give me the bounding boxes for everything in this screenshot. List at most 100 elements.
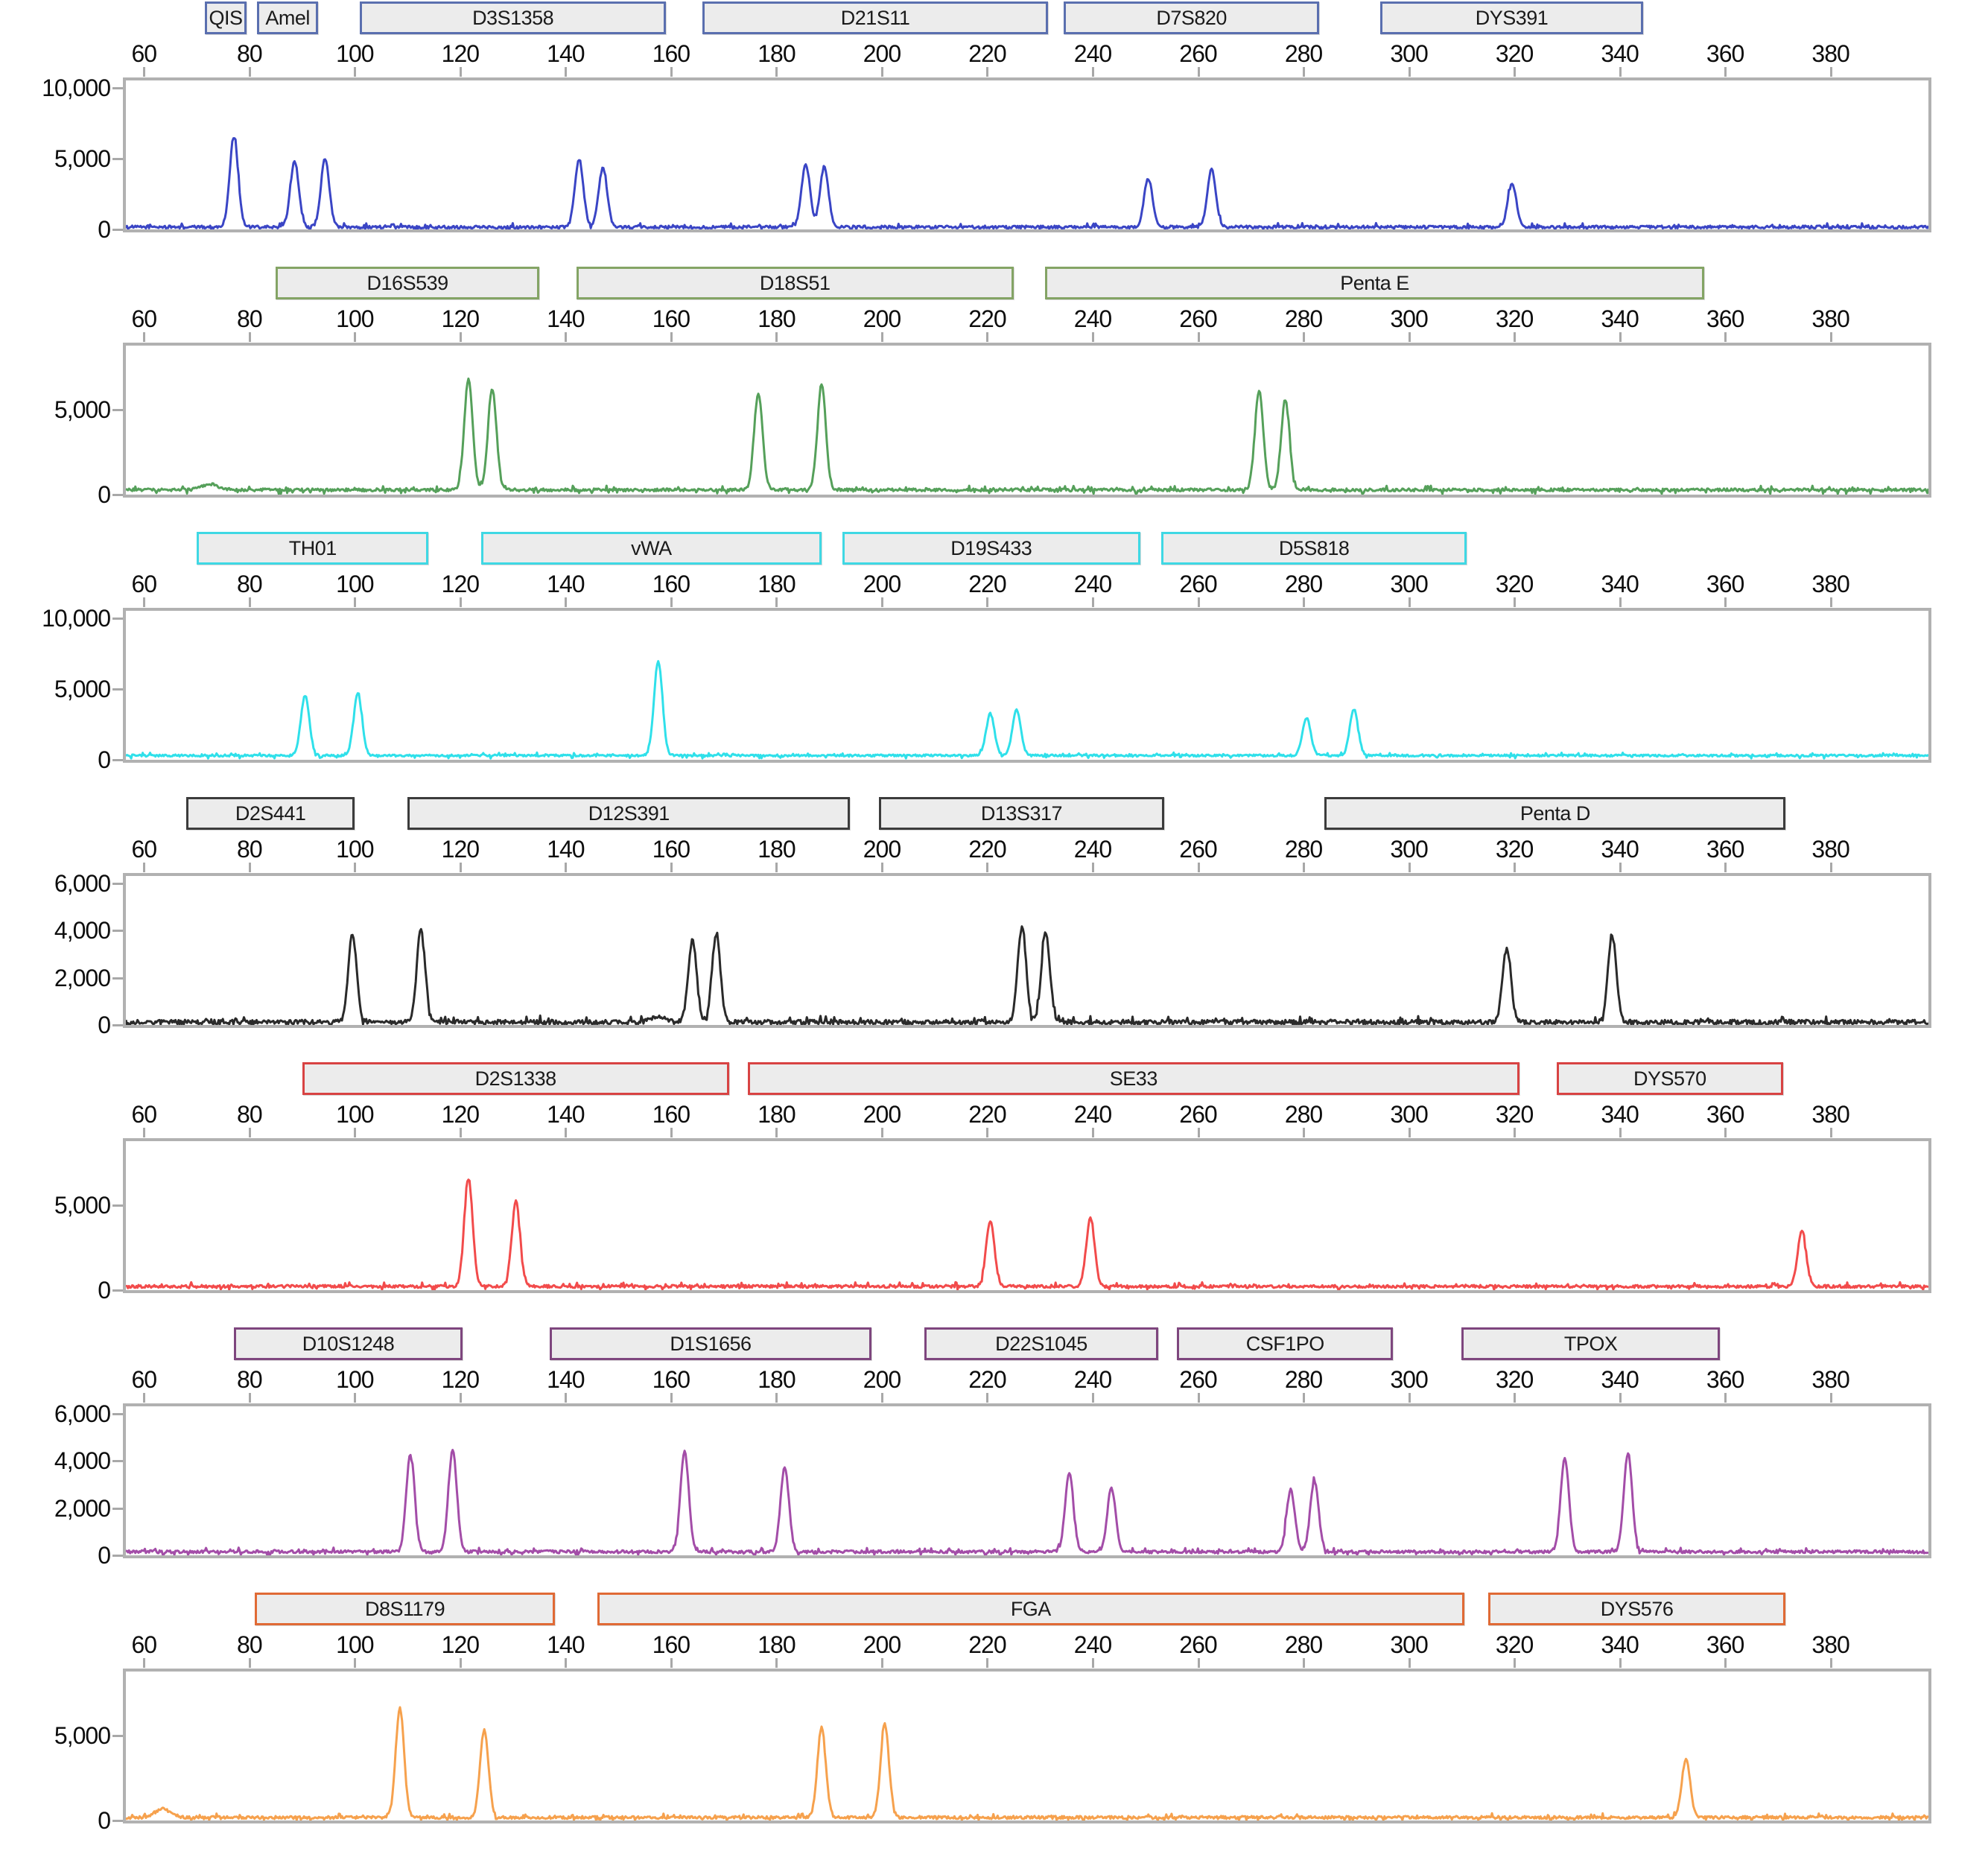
marker-box-D1S1656[interactable]: D1S1656 bbox=[550, 1327, 871, 1360]
marker-label: D3S1358 bbox=[472, 6, 554, 29]
marker-box-Amel[interactable]: Amel bbox=[257, 1, 318, 34]
x-tick-label-260: 260 bbox=[1179, 1631, 1217, 1658]
marker-box-D12S391[interactable]: D12S391 bbox=[407, 797, 851, 830]
x-tick-label-120: 120 bbox=[441, 1101, 480, 1128]
marker-box-D22S1045[interactable]: D22S1045 bbox=[924, 1327, 1159, 1360]
marker-box-FGA[interactable]: FGA bbox=[597, 1593, 1464, 1625]
x-tick-mark-160 bbox=[670, 1393, 673, 1403]
x-tick-mark-180 bbox=[775, 67, 778, 77]
marker-box-SE33[interactable]: SE33 bbox=[747, 1062, 1520, 1095]
x-tick-mark-200 bbox=[880, 863, 883, 872]
marker-box-D3S1358[interactable]: D3S1358 bbox=[360, 1, 666, 34]
trace-cyan bbox=[126, 660, 1928, 760]
x-tick-mark-140 bbox=[565, 1658, 568, 1668]
x-tick-label-180: 180 bbox=[758, 571, 795, 597]
marker-box-D18S51[interactable]: D18S51 bbox=[576, 267, 1014, 299]
x-tick-mark-140 bbox=[565, 67, 568, 77]
y-tick-label-10000: 10,000 bbox=[42, 74, 111, 101]
trace-path-red bbox=[126, 1178, 1928, 1290]
marker-box-Penta-D[interactable]: Penta D bbox=[1324, 797, 1786, 830]
x-tick-label-140: 140 bbox=[547, 836, 585, 863]
marker-box-CSF1PO[interactable]: CSF1PO bbox=[1177, 1327, 1394, 1360]
marker-box-Penta-E[interactable]: Penta E bbox=[1045, 267, 1704, 299]
x-tick-label-220: 220 bbox=[968, 571, 1006, 597]
x-tick-label-140: 140 bbox=[547, 305, 585, 332]
x-tick-label-300: 300 bbox=[1390, 40, 1428, 67]
x-tick-mark-240 bbox=[1091, 863, 1094, 872]
x-tick-label-240: 240 bbox=[1073, 836, 1112, 863]
marker-box-DYS570[interactable]: DYS570 bbox=[1556, 1062, 1783, 1095]
marker-label: Penta E bbox=[1340, 271, 1409, 294]
x-tick-label-300: 300 bbox=[1390, 1631, 1428, 1658]
x-tick-mark-280 bbox=[1303, 863, 1306, 872]
x-tick-label-80: 80 bbox=[237, 571, 263, 597]
x-tick-mark-320 bbox=[1514, 332, 1517, 342]
x-tick-mark-80 bbox=[248, 332, 251, 342]
x-tick-mark-200 bbox=[880, 597, 883, 607]
x-tick-label-80: 80 bbox=[237, 1631, 263, 1658]
x-tick-mark-320 bbox=[1514, 1128, 1517, 1137]
x-tick-label-120: 120 bbox=[441, 305, 480, 332]
x-tick-label-380: 380 bbox=[1811, 40, 1849, 67]
x-tick-mark-120 bbox=[459, 863, 462, 872]
trace-path-purple bbox=[126, 1449, 1928, 1555]
x-tick-label-360: 360 bbox=[1706, 1101, 1744, 1128]
x-tick-mark-100 bbox=[354, 67, 357, 77]
x-tick-label-340: 340 bbox=[1601, 836, 1639, 863]
marker-label: DYS391 bbox=[1475, 6, 1549, 29]
x-tick-label-120: 120 bbox=[441, 571, 480, 597]
x-tick-label-140: 140 bbox=[547, 1366, 585, 1393]
marker-box-TH01[interactable]: TH01 bbox=[197, 532, 429, 565]
marker-box-TPOX[interactable]: TPOX bbox=[1461, 1327, 1721, 1360]
x-tick-label-260: 260 bbox=[1179, 1101, 1217, 1128]
x-tick-mark-200 bbox=[880, 67, 883, 77]
marker-box-vWA[interactable]: vWA bbox=[481, 532, 822, 565]
x-tick-mark-100 bbox=[354, 597, 357, 607]
x-tick-mark-380 bbox=[1829, 67, 1832, 77]
panel-cyan: TH01 vWA D19S433 D5S818 60 80 100 120 140 160 180 2… bbox=[0, 530, 1988, 796]
x-tick-label-120: 120 bbox=[441, 40, 480, 67]
x-tick-label-240: 240 bbox=[1073, 305, 1112, 332]
y-tick-label-0: 0 bbox=[98, 1012, 111, 1038]
marker-box-D16S539[interactable]: D16S539 bbox=[276, 267, 539, 299]
x-tick-label-140: 140 bbox=[547, 571, 585, 597]
marker-box-QIS[interactable]: QIS bbox=[204, 1, 247, 34]
y-tick-mark-5000 bbox=[112, 409, 123, 412]
marker-label: D2S441 bbox=[235, 801, 306, 825]
x-tick-label-200: 200 bbox=[863, 40, 901, 67]
marker-label: D12S391 bbox=[588, 801, 670, 825]
x-tick-mark-380 bbox=[1829, 332, 1832, 342]
x-tick-label-120: 120 bbox=[441, 836, 480, 863]
x-tick-mark-360 bbox=[1724, 597, 1727, 607]
x-tick-label-100: 100 bbox=[336, 40, 374, 67]
x-tick-label-80: 80 bbox=[237, 1366, 263, 1393]
trace-path-black bbox=[126, 925, 1928, 1025]
marker-box-D21S11[interactable]: D21S11 bbox=[702, 1, 1048, 34]
x-tick-label-360: 360 bbox=[1706, 40, 1744, 67]
panel-green: D16S539 D18S51 Penta E 60 80 100 120 140 160 180 2… bbox=[0, 265, 1988, 530]
marker-box-DYS391[interactable]: DYS391 bbox=[1379, 1, 1644, 34]
x-tick-label-260: 260 bbox=[1179, 836, 1217, 863]
x-tick-mark-300 bbox=[1408, 1658, 1411, 1668]
marker-box-D7S820[interactable]: D7S820 bbox=[1064, 1, 1320, 34]
marker-box-D2S1338[interactable]: D2S1338 bbox=[302, 1062, 729, 1095]
x-tick-label-260: 260 bbox=[1179, 571, 1217, 597]
marker-label: FGA bbox=[1010, 1597, 1052, 1620]
x-tick-label-320: 320 bbox=[1495, 571, 1534, 597]
marker-box-D5S818[interactable]: D5S818 bbox=[1160, 532, 1467, 565]
marker-box-D19S433[interactable]: D19S433 bbox=[842, 532, 1140, 565]
marker-box-D8S1179[interactable]: D8S1179 bbox=[254, 1593, 556, 1625]
marker-label: QIS bbox=[209, 6, 243, 29]
marker-box-D10S1248[interactable]: D10S1248 bbox=[233, 1327, 463, 1360]
x-tick-label-160: 160 bbox=[652, 305, 690, 332]
marker-box-D2S441[interactable]: D2S441 bbox=[185, 797, 355, 830]
x-tick-mark-60 bbox=[143, 1128, 146, 1137]
x-tick-mark-60 bbox=[143, 332, 146, 342]
marker-box-D13S317[interactable]: D13S317 bbox=[879, 797, 1164, 830]
x-tick-label-280: 280 bbox=[1284, 571, 1323, 597]
x-tick-mark-80 bbox=[248, 863, 251, 872]
x-tick-label-160: 160 bbox=[652, 1631, 690, 1658]
marker-box-DYS576[interactable]: DYS576 bbox=[1487, 1593, 1786, 1625]
panel-black: D2S441 D12S391 D13S317 Penta D 60 80 100 120 140… bbox=[0, 796, 1988, 1061]
x-tick-mark-160 bbox=[670, 863, 673, 872]
